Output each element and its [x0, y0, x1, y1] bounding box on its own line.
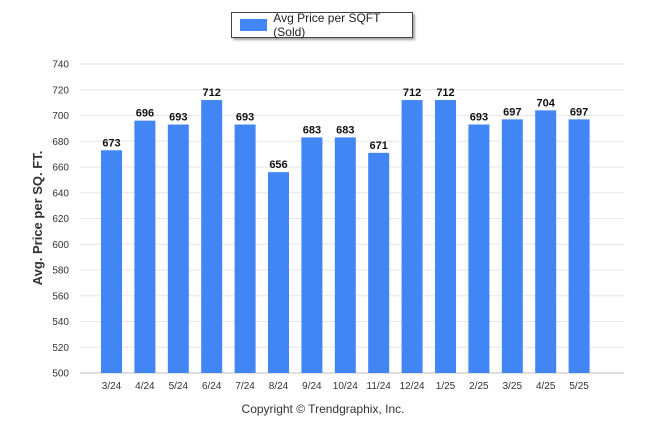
bar — [535, 110, 557, 373]
legend-label: Avg Price per SQFT (Sold) — [273, 11, 381, 39]
x-tick-label: 8/24 — [269, 381, 289, 392]
legend: Avg Price per SQFT (Sold) — [231, 11, 413, 39]
y-tick-label: 500 — [52, 369, 69, 380]
bar — [134, 120, 156, 374]
x-tick-label: 2/25 — [469, 381, 489, 392]
bar-value-label: 697 — [570, 106, 588, 118]
bar — [368, 152, 390, 373]
bar — [201, 100, 223, 374]
bar — [468, 124, 490, 373]
legend-swatch — [240, 19, 268, 31]
x-tick-label: 11/24 — [367, 381, 392, 392]
x-tick-label: 4/25 — [536, 381, 556, 392]
y-tick-label: 640 — [52, 188, 69, 199]
bar-value-label: 656 — [269, 159, 287, 171]
y-tick-label: 680 — [52, 137, 69, 148]
x-tick-label: 1/25 — [436, 381, 456, 392]
bar-value-label: 671 — [370, 140, 388, 152]
bar — [268, 172, 289, 373]
x-tick-label: 6/24 — [202, 381, 222, 392]
y-tick-label: 740 — [52, 60, 69, 71]
x-tick-label: 3/24 — [102, 381, 122, 392]
bar-value-label: 712 — [403, 87, 421, 99]
bar — [501, 119, 523, 373]
x-tick-label: 10/24 — [333, 381, 358, 392]
y-tick-label: 520 — [52, 343, 69, 354]
bar-value-label: 683 — [303, 124, 321, 136]
bar — [101, 150, 122, 373]
x-tick-label: 7/24 — [235, 381, 255, 392]
bar — [401, 100, 423, 374]
bar — [301, 137, 323, 373]
data-labels: 673 696 693 712 693 656 683 683 671 712 712 693 697 7… — [102, 87, 588, 171]
y-tick-label: 700 — [52, 111, 69, 122]
y-axis-title: Avg. Price per SQ. FT. — [30, 151, 45, 286]
copyright-text: Copyright © Trendgraphix, Inc. — [241, 402, 405, 416]
bars — [101, 100, 590, 374]
bar-value-label: 693 — [236, 112, 254, 124]
bar — [234, 124, 256, 373]
bar-value-label: 704 — [537, 97, 556, 109]
y-tick-label: 560 — [52, 291, 69, 302]
x-tick-label: 3/25 — [503, 381, 523, 392]
y-tick-label: 600 — [52, 240, 69, 251]
y-tick-label: 620 — [52, 214, 69, 225]
bar-value-label: 673 — [102, 137, 120, 149]
bar-value-label: 712 — [436, 87, 454, 99]
y-tick-label: 540 — [52, 317, 69, 328]
y-axis-ticks: 500 520 540 560 580 600 620 640 660 680 700 720 740 — [52, 60, 69, 380]
bar — [334, 137, 356, 373]
y-tick-label: 580 — [52, 266, 69, 277]
bar-value-label: 693 — [470, 112, 488, 124]
y-tick-label: 720 — [52, 85, 69, 96]
x-tick-label: 9/24 — [302, 381, 322, 392]
bar-value-label: 683 — [336, 124, 354, 136]
x-axis-ticks: 3/24 4/24 5/24 6/24 7/24 8/24 9/24 10/24 11/24 12… — [102, 381, 590, 392]
bar — [568, 119, 590, 373]
x-tick-label: 5/25 — [569, 381, 589, 392]
bar — [167, 124, 189, 373]
x-tick-label: 4/24 — [135, 381, 155, 392]
y-tick-label: 660 — [52, 163, 69, 174]
bar-value-label: 693 — [169, 112, 187, 124]
bar-value-label: 697 — [503, 106, 521, 118]
x-tick-label: 5/24 — [169, 381, 189, 392]
bar — [435, 100, 456, 374]
bar-value-label: 712 — [203, 87, 221, 99]
bar-value-label: 696 — [136, 108, 154, 120]
x-tick-label: 12/24 — [400, 381, 425, 392]
